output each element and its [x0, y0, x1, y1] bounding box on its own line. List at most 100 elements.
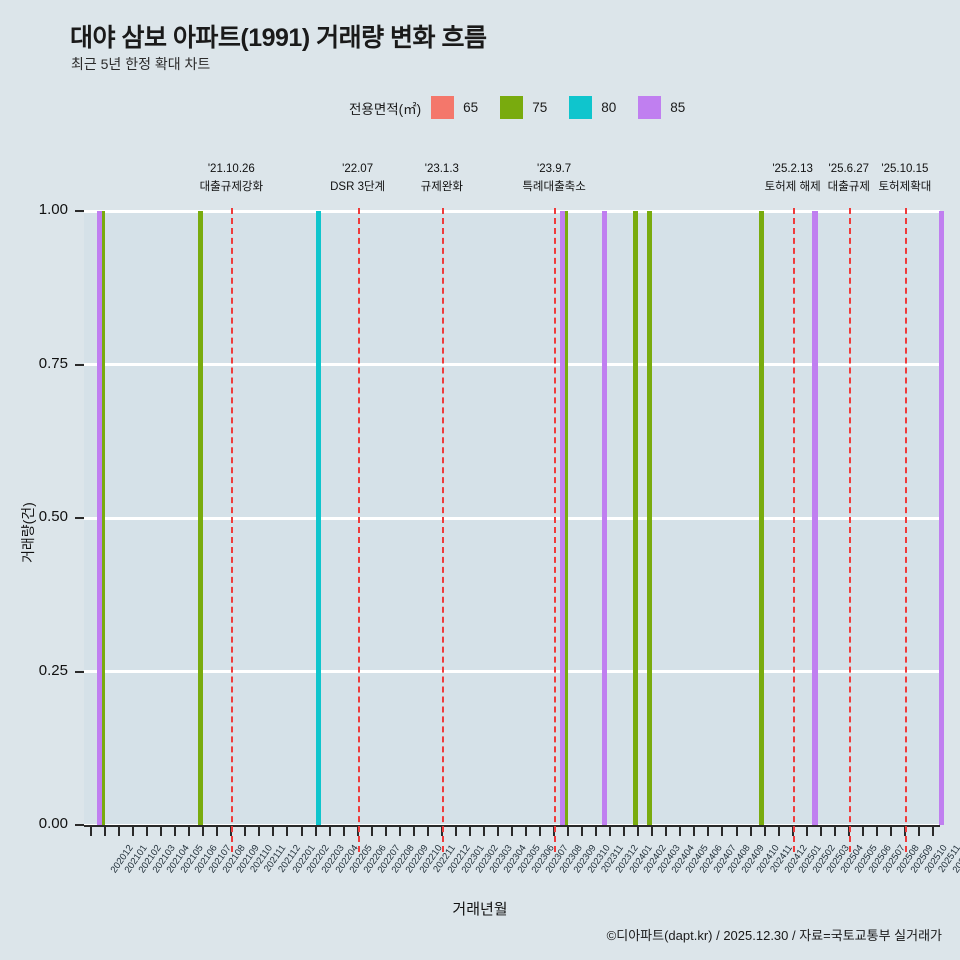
legend-swatch-65 — [431, 96, 455, 119]
event-name-202506: 대출규제 — [827, 180, 870, 193]
legend-items: 65 75 80 85 — [431, 96, 685, 119]
event-line-202301 — [441, 208, 444, 852]
event-name-202502: 토허제 해제 — [764, 180, 821, 193]
event-label-202510: '25.10.15 토허제확대 — [878, 161, 931, 197]
x-tick-mark-202411 — [749, 825, 752, 836]
bar-202412-75[interactable] — [759, 211, 765, 825]
event-name-202207: DSR 3단계 — [330, 180, 386, 193]
x-tick-mark-202401 — [609, 825, 612, 836]
legend: 전용면적(㎡) 65 75 80 85 — [349, 96, 685, 119]
y-tick-label-0.25: 0.25 — [38, 661, 68, 679]
y-tick-label-1.00: 1.00 — [38, 201, 68, 218]
bar-202312-85[interactable] — [602, 211, 608, 825]
x-tick-mark-202503 — [805, 825, 808, 836]
event-date-202110: '21.10.26 — [207, 163, 255, 175]
x-tick-mark-202304 — [482, 825, 485, 836]
x-tick-mark-202501 — [777, 825, 780, 836]
x-tick-mark-202203 — [300, 825, 303, 836]
legend-item-85[interactable]: 85 — [638, 96, 685, 119]
event-line-202502 — [792, 208, 795, 852]
bar-202310-75[interactable] — [562, 211, 568, 825]
bar-202404-75[interactable] — [646, 211, 653, 825]
x-tick-mark-202412 — [763, 825, 766, 836]
legend-item-75[interactable]: 75 — [500, 96, 569, 119]
legend-item-65[interactable]: 65 — [431, 96, 500, 119]
x-tick-mark-202208 — [370, 825, 373, 836]
event-date-202506: '25.6.27 — [828, 163, 870, 175]
x-tick-mark-202211 — [412, 825, 415, 836]
x-tick-mark-202410 — [735, 825, 738, 836]
x-tick-mark-202111 — [244, 825, 247, 836]
x-tick-mark-202012 — [90, 825, 93, 836]
event-date-202207: '22.07 — [342, 163, 374, 175]
x-tick-mark-202212 — [426, 825, 429, 836]
event-line-202510 — [904, 208, 907, 852]
event-date-202301: '23.1.3 — [424, 163, 459, 175]
x-tick-mark-202311 — [581, 825, 584, 836]
x-tick-mark-202105 — [160, 825, 163, 836]
x-tick-mark-202312 — [595, 825, 598, 836]
x-tick-mark-202408 — [707, 825, 710, 836]
x-tick-mark-202507 — [861, 825, 864, 836]
event-label-202110: '21.10.26 대출규제강화 — [200, 161, 263, 197]
x-tick-mark-202205 — [328, 825, 331, 836]
legend-swatch-85 — [638, 96, 662, 119]
x-tick-mark-202307 — [525, 825, 528, 836]
x-tick-mark-202209 — [384, 825, 387, 836]
event-date-202309: '23.9.7 — [537, 163, 572, 175]
event-line-202309 — [554, 208, 557, 852]
bar-202403-75[interactable] — [632, 211, 639, 825]
event-label-202301: '23.1.3 규제완화 — [421, 161, 463, 197]
x-tick-mark-202101 — [104, 825, 107, 836]
y-tick-label-0.50: 0.50 — [38, 508, 68, 525]
x-tick-mark-202204 — [314, 825, 317, 836]
legend-title: 전용면적(㎡) — [349, 101, 422, 117]
bar-202012-85[interactable] — [96, 211, 103, 825]
event-name-202110: 대출규제강화 — [199, 180, 264, 193]
x-tick-mark-202104 — [146, 825, 149, 836]
x-tick-mark-202202 — [286, 825, 289, 836]
y-tick-mark-1.00 — [75, 210, 84, 212]
x-tick-mark-202406 — [679, 825, 682, 836]
bar-202309-85[interactable] — [559, 211, 566, 825]
legend-item-80[interactable]: 80 — [569, 96, 638, 119]
x-tick-mark-202509 — [889, 825, 892, 836]
page-subtitle: 최근 5년 한정 확대 차트 — [71, 56, 211, 72]
y-tick-mark-0.25 — [75, 670, 84, 673]
bar-202108-75[interactable] — [197, 211, 204, 825]
bar-202512-85[interactable] — [938, 211, 945, 825]
y-tick-label-0.00: 0.00 — [38, 815, 68, 832]
x-tick-mark-202403 — [637, 825, 640, 836]
plot-area — [84, 209, 945, 827]
footer-credit: ©디아파트(dapt.kr) / 2025.12.30 / 자료=국토교통부 실… — [606, 928, 942, 943]
x-tick-mark-202511 — [917, 825, 920, 836]
x-tick-mark-202306 — [511, 825, 513, 836]
event-label-202207: '22.07 DSR 3단계 — [330, 161, 385, 197]
legend-swatch-75 — [500, 96, 524, 119]
x-tick-mark-202206 — [342, 825, 345, 836]
y-tick-mark-0.00 — [75, 824, 84, 826]
x-tick-mark-202505 — [833, 825, 836, 836]
gridline-0.75 — [84, 363, 940, 366]
x-tick-mark-202107 — [188, 825, 191, 836]
event-line-202207 — [357, 208, 360, 852]
x-tick-mark-202303 — [468, 825, 471, 836]
page-title: 대야 삼보 아파트(1991) 거래량 변화 흐름 — [70, 24, 487, 52]
gridline-0.25 — [84, 670, 940, 673]
x-tick-mark-202512 — [931, 825, 934, 836]
x-tick-mark-202102 — [118, 825, 121, 836]
x-axis-title: 거래년월 — [452, 901, 508, 918]
y-tick-mark-0.50 — [75, 517, 84, 519]
x-tick-mark-202409 — [721, 825, 724, 836]
x-tick-mark-202405 — [665, 825, 668, 836]
x-tick-mark-202112 — [258, 825, 261, 836]
x-tick-mark-202504 — [819, 825, 822, 836]
bar-202204-80[interactable] — [315, 211, 322, 825]
bar-202503-85[interactable] — [812, 211, 818, 825]
event-name-202301: 규제완화 — [420, 180, 463, 193]
x-tick-mark-202108 — [202, 825, 205, 836]
legend-label-65: 65 — [463, 100, 479, 115]
event-date-202502: '25.2.13 — [772, 163, 813, 175]
legend-label-75: 75 — [532, 100, 548, 115]
